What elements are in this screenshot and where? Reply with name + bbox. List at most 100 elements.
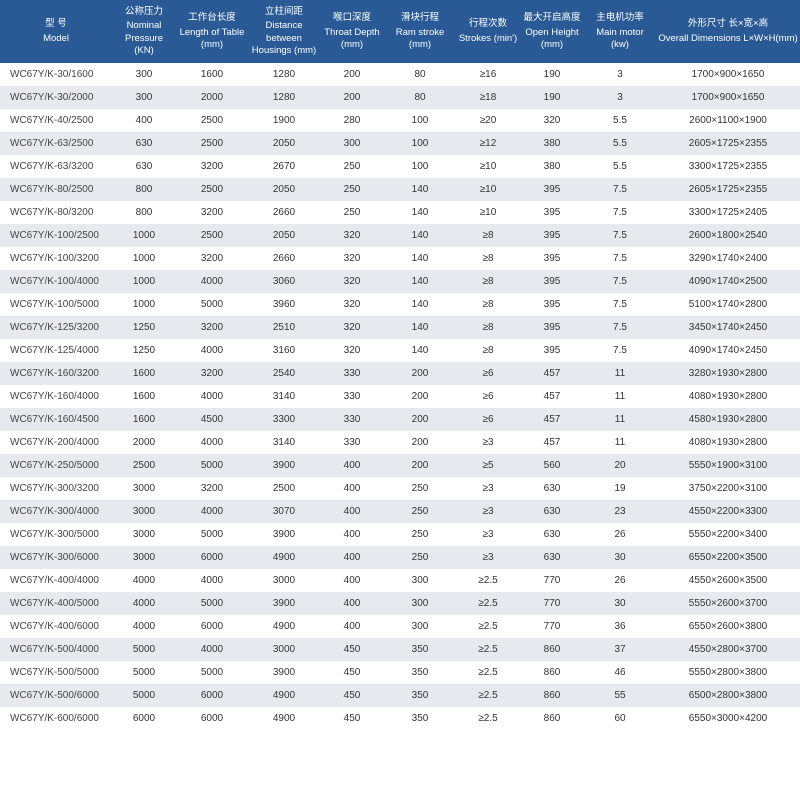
model-cell: WC67Y/K-100/4000 — [0, 270, 112, 293]
model-cell: WC67Y/K-500/5000 — [0, 661, 112, 684]
value-cell: 400 — [320, 569, 384, 592]
value-cell: 23 — [584, 500, 656, 523]
value-cell: ≥20 — [456, 109, 520, 132]
value-cell: 4000 — [176, 500, 248, 523]
value-cell: 320 — [320, 247, 384, 270]
col-header-4: 喉口深度Throat Depth (mm) — [320, 0, 384, 63]
table-row: WC67Y/K-63/320063032002670250100≥103805.… — [0, 155, 800, 178]
table-row: WC67Y/K-400/4000400040003000400300≥2.577… — [0, 569, 800, 592]
value-cell: 6550×2200×3500 — [656, 546, 800, 569]
value-cell: 3160 — [248, 339, 320, 362]
value-cell: 300 — [112, 63, 176, 86]
model-cell: WC67Y/K-125/3200 — [0, 316, 112, 339]
value-cell: 380 — [520, 132, 584, 155]
value-cell: 3200 — [176, 201, 248, 224]
value-cell: 2000 — [176, 86, 248, 109]
model-cell: WC67Y/K-100/3200 — [0, 247, 112, 270]
value-cell: 140 — [384, 178, 456, 201]
spec-table: 型 号Model公称压力Nominal Pressure (KN)工作台长度Le… — [0, 0, 800, 730]
col-header-cn: 外形尺寸 长×宽×高 — [658, 18, 798, 30]
model-cell: WC67Y/K-300/5000 — [0, 523, 112, 546]
value-cell: 3070 — [248, 500, 320, 523]
value-cell: 400 — [320, 546, 384, 569]
model-cell: WC67Y/K-600/6000 — [0, 707, 112, 730]
table-row: WC67Y/K-300/6000300060004900400250≥36303… — [0, 546, 800, 569]
value-cell: 5550×2600×3700 — [656, 592, 800, 615]
value-cell: 100 — [384, 132, 456, 155]
value-cell: 395 — [520, 247, 584, 270]
value-cell: 4550×2200×3300 — [656, 500, 800, 523]
value-cell: 3200 — [176, 247, 248, 270]
value-cell: 395 — [520, 201, 584, 224]
value-cell: 5000 — [176, 661, 248, 684]
value-cell: 450 — [320, 707, 384, 730]
value-cell: 1600 — [112, 362, 176, 385]
value-cell: 7.5 — [584, 339, 656, 362]
value-cell: 800 — [112, 201, 176, 224]
value-cell: 320 — [320, 339, 384, 362]
value-cell: 7.5 — [584, 201, 656, 224]
value-cell: ≥3 — [456, 477, 520, 500]
table-row: WC67Y/K-600/6000600060004900450350≥2.586… — [0, 707, 800, 730]
value-cell: 400 — [320, 615, 384, 638]
value-cell: 36 — [584, 615, 656, 638]
value-cell: 3300×1725×2355 — [656, 155, 800, 178]
value-cell: 1000 — [112, 224, 176, 247]
model-cell: WC67Y/K-300/4000 — [0, 500, 112, 523]
col-header-en: Length of Table (mm) — [178, 27, 246, 52]
value-cell: ≥8 — [456, 339, 520, 362]
value-cell: 1600 — [176, 63, 248, 86]
value-cell: 395 — [520, 293, 584, 316]
value-cell: 2500 — [176, 178, 248, 201]
value-cell: 200 — [320, 63, 384, 86]
value-cell: 4900 — [248, 707, 320, 730]
value-cell: 3000 — [112, 523, 176, 546]
value-cell: 630 — [520, 500, 584, 523]
value-cell: 4580×1930×2800 — [656, 408, 800, 431]
value-cell: 4000 — [112, 615, 176, 638]
value-cell: 3140 — [248, 431, 320, 454]
col-header-8: 主电机功率Main motor (kw) — [584, 0, 656, 63]
value-cell: 450 — [320, 661, 384, 684]
value-cell: 5000 — [176, 523, 248, 546]
value-cell: 140 — [384, 201, 456, 224]
value-cell: ≥2.5 — [456, 707, 520, 730]
value-cell: 300 — [320, 132, 384, 155]
value-cell: 5.5 — [584, 132, 656, 155]
table-row: WC67Y/K-500/5000500050003900450350≥2.586… — [0, 661, 800, 684]
value-cell: 6000 — [176, 546, 248, 569]
value-cell: 320 — [320, 224, 384, 247]
value-cell: 11 — [584, 431, 656, 454]
table-row: WC67Y/K-250/5000250050003900400200≥55602… — [0, 454, 800, 477]
value-cell: 2050 — [248, 132, 320, 155]
table-row: WC67Y/K-300/3200300032002500400250≥36301… — [0, 477, 800, 500]
model-cell: WC67Y/K-30/2000 — [0, 86, 112, 109]
value-cell: 1000 — [112, 270, 176, 293]
value-cell: 300 — [384, 592, 456, 615]
value-cell: 19 — [584, 477, 656, 500]
value-cell: 1000 — [112, 247, 176, 270]
value-cell: 4900 — [248, 615, 320, 638]
col-header-en: Distance between Housings (mm) — [250, 20, 318, 57]
value-cell: 395 — [520, 270, 584, 293]
value-cell: 400 — [320, 523, 384, 546]
model-cell: WC67Y/K-100/2500 — [0, 224, 112, 247]
model-cell: WC67Y/K-400/5000 — [0, 592, 112, 615]
value-cell: 6550×2600×3800 — [656, 615, 800, 638]
value-cell: 4080×1930×2800 — [656, 431, 800, 454]
value-cell: 250 — [320, 201, 384, 224]
value-cell: 300 — [384, 569, 456, 592]
value-cell: 37 — [584, 638, 656, 661]
value-cell: ≥10 — [456, 201, 520, 224]
value-cell: 200 — [384, 454, 456, 477]
value-cell: 30 — [584, 592, 656, 615]
col-header-en: Throat Depth (mm) — [322, 27, 382, 52]
value-cell: 140 — [384, 224, 456, 247]
value-cell: 250 — [320, 155, 384, 178]
model-cell: WC67Y/K-250/5000 — [0, 454, 112, 477]
col-header-cn: 立柱间距 — [250, 6, 318, 18]
value-cell: 5.5 — [584, 155, 656, 178]
value-cell: 4000 — [112, 592, 176, 615]
value-cell: 457 — [520, 408, 584, 431]
value-cell: ≥2.5 — [456, 684, 520, 707]
